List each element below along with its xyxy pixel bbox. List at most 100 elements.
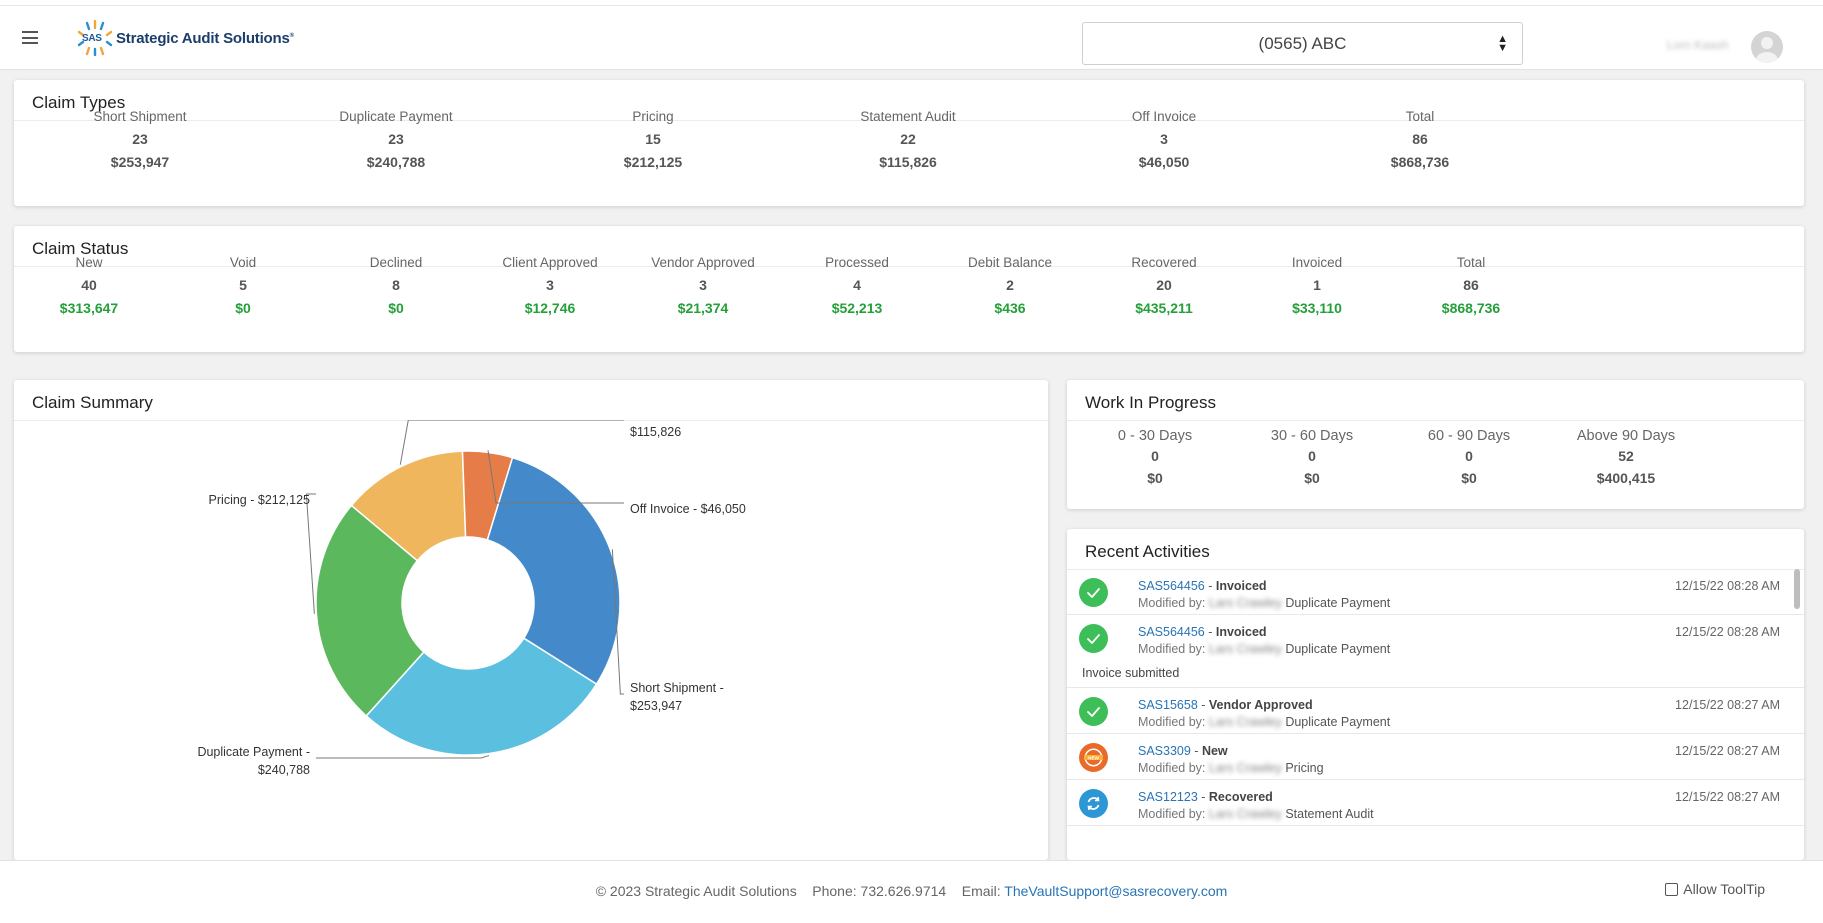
wip-amount: $0 (1461, 470, 1477, 486)
claim-types-count: 15 (645, 131, 661, 147)
registered-mark: ® (289, 32, 294, 39)
footer-info: © 2023 Strategic Audit Solutions Phone: … (0, 883, 1823, 899)
donut-slice-label: $115,826 (630, 425, 681, 439)
claim-types-amount: $240,788 (366, 154, 426, 170)
claim-id-link[interactable]: SAS12123 (1138, 790, 1198, 804)
claim-types-amount: $253,947 (110, 154, 170, 170)
activity-scrollbar[interactable] (1794, 569, 1800, 609)
claim-types-count: 23 (388, 131, 404, 147)
refresh-icon (1079, 789, 1108, 818)
donut-leader-line (399, 420, 624, 465)
wip-label: 30 - 60 Days (1270, 428, 1354, 444)
activity-row[interactable]: SAS12123 - Recovered Modified by: Lars Cr… (1067, 780, 1804, 826)
activity-timestamp: 12/15/22 08:27 AM (1675, 790, 1780, 804)
recent-activities-card: Recent Activities SAS564456 - Invoiced Mo… (1067, 529, 1804, 860)
donut-leader-line (305, 493, 316, 614)
activity-title[interactable]: SAS12123 - Recovered (1138, 790, 1273, 804)
donut-slice-duplicate-payment[interactable] (365, 637, 598, 756)
claim-id-link[interactable]: SAS564456 (1138, 579, 1205, 593)
claim-status-count: 40 (81, 277, 97, 293)
claim-types-amount: $868,736 (1390, 154, 1450, 170)
claim-status-stat[interactable]: Invoiced 1 $33,110 (1217, 252, 1417, 319)
claim-id-link[interactable]: SAS564456 (1138, 625, 1205, 639)
donut-slice-label: Short Shipment - (630, 681, 724, 695)
page-scroll-track[interactable] (1807, 70, 1823, 860)
claim-status-amount: $0 (235, 300, 251, 316)
activity-title[interactable]: SAS564456 - Invoiced (1138, 579, 1267, 593)
claim-id-link[interactable]: SAS15658 (1138, 698, 1198, 712)
activity-list[interactable]: SAS564456 - Invoiced Modified by: Lars Cr… (1067, 569, 1804, 860)
wip-stat[interactable]: 0 - 30 Days 0 $0 (1065, 426, 1245, 489)
claim-status-label: Vendor Approved (651, 255, 755, 270)
claim-types-stat[interactable]: Short Shipment 23 $253,947 (40, 106, 240, 173)
claim-status-amount: $52,213 (831, 300, 883, 316)
wip-stat[interactable]: 60 - 90 Days 0 $0 (1379, 426, 1559, 489)
allow-tooltip-label: Allow ToolTip (1683, 881, 1765, 897)
claim-status-count: 20 (1156, 277, 1172, 293)
activity-title[interactable]: SAS3309 - New (1138, 744, 1228, 758)
claim-status-stat[interactable]: Recovered 20 $435,211 (1064, 252, 1264, 319)
activity-status: Invoiced (1215, 625, 1267, 639)
activity-modified: Modified by: Lars Crawley Duplicate Paym… (1138, 596, 1390, 610)
activity-row[interactable]: SAS564456 - Invoiced Modified by: Lars Cr… (1067, 569, 1804, 615)
claim-status-count: 8 (392, 277, 400, 293)
activity-row[interactable]: NEW SAS3309 - New Modified by: Lars Crawle… (1067, 734, 1804, 780)
activity-row[interactable]: SAS15658 - Vendor Approved Modified by: L… (1067, 688, 1804, 734)
allow-tooltip-toggle[interactable]: Allow ToolTip (1665, 881, 1765, 897)
claim-status-stat[interactable]: Client Approved 3 $12,746 (450, 252, 650, 319)
claim-summary-card: Claim Summary Short Shipment - $253,947 Du… (14, 380, 1048, 860)
donut-slice-label: Duplicate Payment - (197, 745, 310, 759)
user-name[interactable]: Lorn Kaash (1667, 38, 1729, 52)
claim-status-stat[interactable]: Declined 8 $0 (296, 252, 496, 319)
claim-status-stat[interactable]: Total 86 $868,736 (1371, 252, 1571, 319)
donut-slice-short-shipment[interactable] (486, 456, 621, 686)
claim-types-count: 3 (1160, 131, 1168, 147)
claim-status-stat[interactable]: Debit Balance 2 $436 (910, 252, 1110, 319)
claim-status-stat[interactable]: Void 5 $0 (143, 252, 343, 319)
modified-by-user: Lars Crawley (1208, 761, 1282, 775)
claim-status-label: New (75, 255, 103, 270)
logo-abbr: SAS (82, 33, 102, 44)
claim-status-stat[interactable]: Vendor Approved 3 $21,374 (603, 252, 803, 319)
company-logo[interactable]: SAS Strategic Audit Solutions® (74, 19, 294, 57)
claim-types-stat[interactable]: Total 86 $868,736 (1320, 106, 1520, 173)
donut-slice-pricing[interactable] (315, 504, 425, 717)
claim-status-stat[interactable]: New 40 $313,647 (0, 252, 189, 319)
avatar[interactable] (1751, 31, 1783, 63)
claim-types-card: Claim Types Short Shipment 23 $253,947 Dupl… (14, 80, 1804, 206)
new-badge-icon: NEW (1079, 743, 1108, 772)
phone-label: Phone: (812, 883, 857, 899)
claim-status-stat[interactable]: Processed 4 $52,213 (757, 252, 957, 319)
donut-slice-label: $253,947 (630, 699, 682, 713)
activity-status: Recovered (1208, 790, 1273, 804)
activity-status: Vendor Approved (1208, 698, 1313, 712)
activity-title[interactable]: SAS15658 - Vendor Approved (1138, 698, 1313, 712)
claim-types-label: Duplicate Payment (339, 109, 453, 124)
claim-status-label: Declined (369, 255, 423, 270)
menu-icon[interactable] (22, 31, 38, 44)
divider (14, 120, 1804, 121)
activity-title[interactable]: SAS564456 - Invoiced (1138, 625, 1267, 639)
claim-id-link[interactable]: SAS3309 (1138, 744, 1191, 758)
account-select[interactable]: (0565) ABC ▲ ▼ (1082, 22, 1523, 65)
wip-label: Above 90 Days (1576, 428, 1676, 444)
wip-stat[interactable]: 30 - 60 Days 0 $0 (1222, 426, 1402, 489)
claim-status-label: Recovered (1131, 255, 1197, 270)
claim-types-amount: $115,826 (879, 154, 937, 170)
claim-status-card: Claim Status New 40 $313,647 Void 5 $0 Decline… (14, 226, 1804, 352)
donut-slice-off-invoice[interactable] (461, 450, 514, 541)
allow-tooltip-checkbox[interactable] (1665, 882, 1679, 896)
claim-types-stat[interactable]: Pricing 15 $212,125 (553, 106, 753, 173)
claim-types-stat[interactable]: Statement Audit 22 $115,826 (808, 106, 1008, 173)
activity-modified: Modified by: Lars Crawley Pricing (1138, 761, 1324, 775)
wip-stat[interactable]: Above 90 Days 52 $400,415 (1536, 426, 1716, 489)
donut-slice-label: $240,788 (258, 763, 310, 777)
claim-types-stat[interactable]: Off Invoice 3 $46,050 (1064, 106, 1264, 173)
account-select-value: (0565) ABC (1258, 34, 1347, 53)
claim-types-stat[interactable]: Duplicate Payment 23 $240,788 (296, 106, 496, 173)
claim-types-title: Claim Types (32, 93, 126, 112)
modified-by-user: Lars Crawley (1208, 642, 1282, 656)
support-email-link[interactable]: TheVaultSupport@sasrecovery.com (1004, 883, 1228, 899)
claim-status-count: 3 (699, 277, 707, 293)
activity-row[interactable]: SAS564456 - Invoiced Modified by: Lars Cr… (1067, 615, 1804, 688)
